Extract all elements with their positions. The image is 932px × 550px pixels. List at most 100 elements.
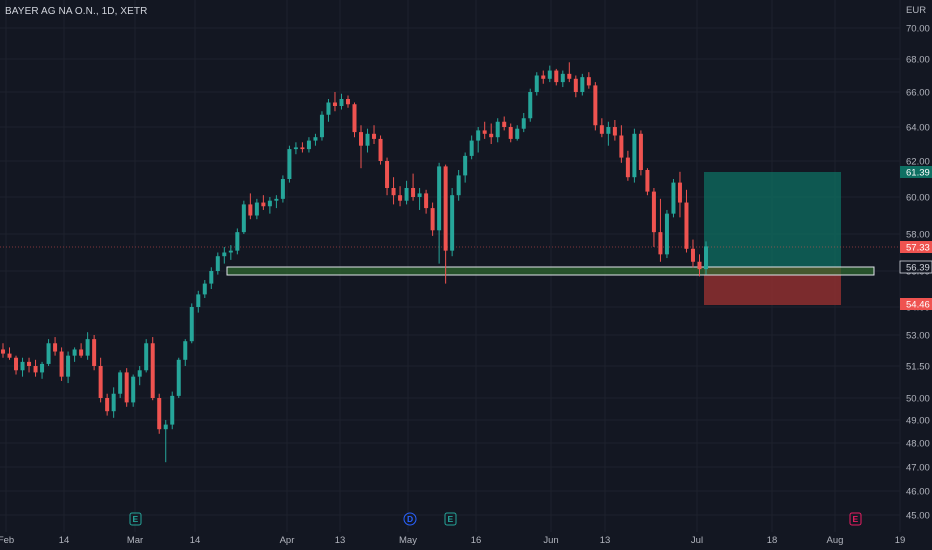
candle-body (684, 202, 689, 249)
position-tool[interactable] (704, 172, 841, 305)
candle (215, 252, 220, 275)
candle-body (53, 343, 58, 352)
candle-body (137, 370, 142, 377)
candle-body (580, 77, 585, 92)
candle (443, 164, 448, 284)
y-tick-label: 62.00 (906, 157, 930, 168)
earnings-marker-2[interactable]: E (444, 512, 457, 526)
x-tick-label: Apr (280, 535, 295, 546)
candle (274, 195, 279, 209)
candle (489, 123, 494, 144)
candle-body (378, 138, 383, 161)
candle (424, 189, 429, 214)
candle-body (267, 200, 272, 207)
candle-body (365, 133, 370, 146)
earnings-marker-3[interactable]: E (849, 512, 862, 526)
candle (651, 188, 656, 247)
candle-body (619, 135, 624, 158)
y-tick-label: 45.00 (906, 511, 930, 522)
candle (567, 62, 572, 83)
support-zone[interactable] (226, 266, 875, 276)
candle-body (398, 195, 403, 201)
candle (92, 335, 97, 371)
candle (293, 142, 298, 155)
candle-body (547, 70, 552, 79)
candle (704, 241, 708, 275)
candle-body (27, 361, 32, 366)
candle (144, 339, 149, 373)
candle (157, 393, 162, 434)
candle-body (541, 75, 546, 79)
candle-body (176, 359, 181, 396)
candle (612, 120, 617, 141)
candle (606, 121, 611, 146)
candle (33, 359, 38, 377)
target-price-text: 61.39 (906, 168, 930, 179)
candle-body (372, 133, 377, 139)
candle (339, 93, 344, 110)
candle (118, 370, 123, 398)
candle-body (144, 343, 149, 371)
time-axis[interactable]: Feb 14 Mar 14 Apr 13 May 16 Jun 13 Jul 18 Aug 19 (0, 535, 905, 546)
candle (267, 197, 272, 214)
y-tick-label: 53.00 (906, 331, 930, 342)
candle (411, 173, 416, 201)
candle-body (332, 102, 337, 106)
candle-body (612, 127, 617, 136)
candle-body (79, 349, 84, 356)
currency-label: EUR (906, 5, 926, 16)
candle (586, 72, 591, 89)
candle (14, 355, 19, 375)
dividend-marker[interactable]: D (403, 512, 417, 526)
x-tick-label: 19 (895, 535, 906, 546)
candle-body (554, 70, 559, 83)
y-tick-label: 49.00 (906, 416, 930, 427)
candle (27, 357, 32, 373)
candle (40, 361, 45, 379)
candle-body (430, 208, 435, 231)
candle-body (495, 121, 500, 138)
candle (332, 92, 337, 112)
candle (469, 135, 474, 160)
candle-body (528, 92, 533, 119)
candle (690, 239, 695, 268)
candle (398, 186, 403, 207)
candle-body (534, 75, 539, 92)
earnings-marker-1[interactable]: E (129, 512, 142, 526)
candle (671, 179, 676, 218)
candle-body (385, 161, 390, 188)
candle (189, 303, 194, 344)
candle (573, 75, 578, 98)
candle-body (404, 188, 409, 201)
candle-body (300, 147, 305, 150)
candle-body (280, 179, 285, 199)
candle-body (72, 349, 77, 356)
candle-body (274, 198, 279, 201)
candle (79, 343, 84, 358)
candle (235, 228, 240, 255)
candle (241, 200, 246, 234)
candle (72, 347, 77, 362)
y-tick-label: 60.00 (906, 193, 930, 204)
price-label-current: 57.33 (900, 241, 932, 254)
candle (391, 177, 396, 205)
candle-body (241, 204, 246, 233)
candle-body (515, 128, 520, 139)
candle (437, 162, 442, 264)
candle-body (157, 398, 162, 430)
candle (202, 280, 207, 298)
candle (599, 118, 604, 138)
candle-body (287, 149, 292, 179)
candle-body (560, 73, 565, 83)
target-zone[interactable] (704, 172, 841, 267)
candle (228, 245, 233, 260)
candle-body (697, 261, 702, 270)
y-tick-label: 50.00 (906, 394, 930, 405)
candle (560, 70, 565, 88)
candle-body (456, 175, 461, 196)
y-tick-label: 66.00 (906, 88, 930, 99)
candle-body (46, 343, 51, 364)
candle-body (215, 256, 220, 271)
candle-body (345, 99, 350, 105)
